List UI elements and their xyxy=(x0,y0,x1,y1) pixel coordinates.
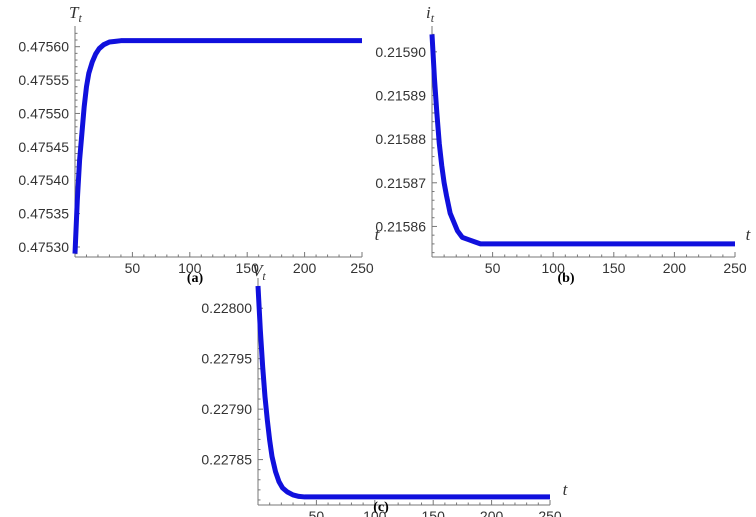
x-tick-label-b: 200 xyxy=(663,260,687,276)
y-tick-label-a: 0.47560 xyxy=(18,39,69,55)
y-tick-label-a: 0.47545 xyxy=(18,139,69,155)
x-tick-label-c: 100 xyxy=(363,508,387,517)
panel-caption-a: (a) xyxy=(187,271,204,286)
x-tick-label-c: 250 xyxy=(538,508,562,517)
x-tick-label-b: 100 xyxy=(542,260,566,276)
x-tick-label-b: 250 xyxy=(723,260,747,276)
x-tick-label-a: 50 xyxy=(125,260,141,276)
y-tick-label-b: 0.21587 xyxy=(375,175,426,191)
series-line-c xyxy=(255,285,550,500)
y-tick-label-c: 0.22785 xyxy=(201,452,252,468)
y-axis-label-sub: t xyxy=(431,11,435,25)
y-tick-label-a: 0.47535 xyxy=(18,206,69,222)
chart-panel-b: 50 100 150 200 250 0.21586 0.21587 0.21588 0.215… xyxy=(375,3,751,286)
x-tick-label-a: 250 xyxy=(350,260,374,276)
y-tick-label-b: 0.21586 xyxy=(375,218,426,234)
x-tick-label-a: 150 xyxy=(236,260,260,276)
y-tick-label-b: 0.21589 xyxy=(375,87,426,103)
y-tick-label-a: 0.47540 xyxy=(18,172,69,188)
y-axis-label-a: Tt xyxy=(69,3,82,25)
x-tick-label-b: 50 xyxy=(485,260,501,276)
y-axis-label-main: T xyxy=(69,3,80,22)
y-tick-label-a: 0.47550 xyxy=(18,105,69,121)
y-tick-label-c: 0.22790 xyxy=(201,401,252,417)
x-tick-label-a: 100 xyxy=(178,260,202,276)
y-axis-label-b: it xyxy=(426,3,435,25)
y-tick-label-c: 0.22795 xyxy=(201,351,252,367)
x-tick-label-c: 200 xyxy=(480,508,504,517)
y-tick-label-c: 0.22800 xyxy=(201,300,252,316)
y-axis-label-c: Vt xyxy=(252,261,266,283)
y-axis-label-sub: t xyxy=(262,269,266,283)
y-tick-label-b: 0.21588 xyxy=(375,131,426,147)
y-tick-label-a: 0.47530 xyxy=(18,239,69,255)
x-axis-label-a: t xyxy=(375,225,381,244)
panel-caption-b: (b) xyxy=(557,271,574,286)
chart-panel-a: 50 100 150 200 250 0.47530 0.47535 0.47540 0.475… xyxy=(18,3,380,286)
x-tick-label-c: 50 xyxy=(309,508,325,517)
series-line-b xyxy=(429,34,735,247)
x-tick-label-b: 150 xyxy=(602,260,626,276)
chart-panel-c: 50 100 150 200 250 0.22785 0.22790 0.22795 0.228… xyxy=(201,261,568,517)
x-axis-label-b: t xyxy=(746,225,752,244)
x-tick-label-a: 200 xyxy=(293,260,317,276)
y-axis-label-main: V xyxy=(252,261,265,280)
y-axis-label-main: i xyxy=(426,3,431,22)
x-axis-label-c: t xyxy=(563,480,569,499)
panel-caption-c: (c) xyxy=(373,500,389,515)
x-tick-label-c: 150 xyxy=(422,508,446,517)
y-axis-label-sub: t xyxy=(78,11,82,25)
y-tick-label-a: 0.47555 xyxy=(18,72,69,88)
y-tick-label-b: 0.21590 xyxy=(375,44,426,60)
series-line-a xyxy=(72,38,362,254)
